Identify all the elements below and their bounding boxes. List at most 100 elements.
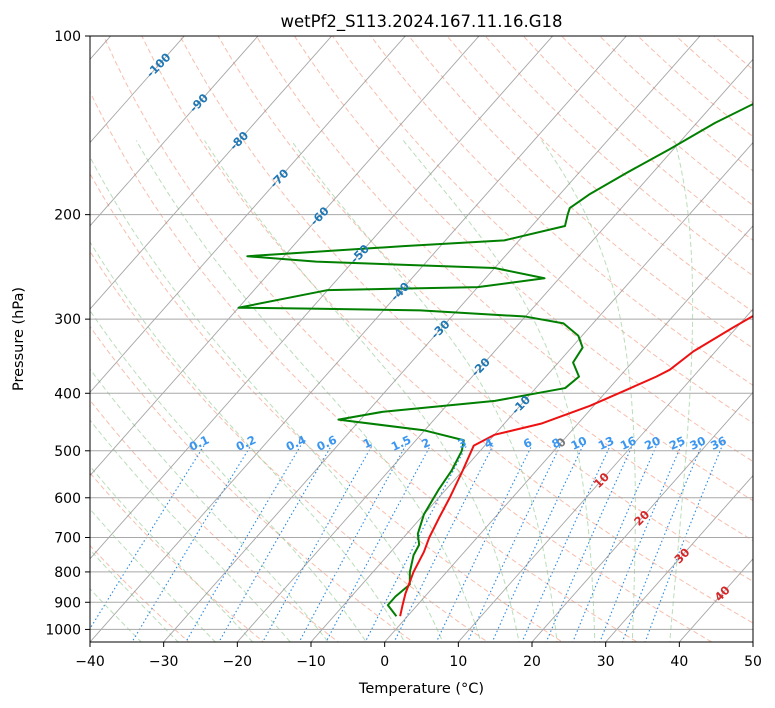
mixing-ratio-label: 20 — [642, 433, 662, 452]
mixing-ratio-label: 13 — [596, 433, 616, 452]
dewpoint-line — [237, 102, 753, 617]
dry-adiabat — [90, 172, 564, 642]
isotherm-label: 20 — [631, 507, 652, 528]
y-tick-label: 900 — [54, 595, 81, 611]
mixing-ratio-label: 4 — [482, 435, 495, 451]
x-tick-label: 50 — [744, 654, 762, 670]
isotherm-line — [236, 58, 753, 642]
y-tick-label: 100 — [54, 29, 81, 45]
isotherm-line — [90, 36, 406, 393]
dry-adiabat — [446, 36, 753, 313]
isotherm-label: -80 — [227, 128, 252, 153]
dry-adiabat — [408, 36, 753, 349]
isotherm-label: 10 — [591, 470, 612, 491]
y-axis-label: Pressure (hPa) — [11, 287, 27, 391]
mixing-ratio-line — [644, 445, 723, 642]
mixing-ratio-line — [599, 445, 682, 642]
moist-adiabat — [90, 508, 216, 642]
isotherm-label: -10 — [509, 393, 534, 418]
mixing-ratio-label: 10 — [569, 433, 589, 452]
plot-frame — [89, 35, 754, 643]
y-tick-label: 800 — [54, 565, 81, 581]
dry-adiabat — [90, 90, 638, 642]
mixing-ratio-label: 6 — [521, 435, 534, 451]
isotherm-line — [90, 36, 554, 560]
x-tick-label: −10 — [296, 654, 326, 670]
y-tick-label: 500 — [54, 444, 81, 460]
mixing-ratio-line — [435, 445, 533, 642]
mixing-ratio-line — [545, 445, 633, 642]
isotherm-line — [90, 36, 259, 227]
x-axis-label: Temperature (°C) — [358, 681, 484, 697]
temperature-series — [399, 314, 753, 617]
isotherm-line — [90, 36, 627, 642]
mixing-ratio-label: 25 — [667, 433, 687, 452]
mixing-ratio-line — [131, 445, 252, 642]
pressure-gridlines — [90, 36, 753, 630]
mixing-ratio-label: 2 — [419, 435, 432, 451]
isotherm-line — [384, 225, 753, 642]
moist-adiabat — [90, 368, 329, 642]
moist-adiabats — [90, 140, 694, 642]
mixing-ratio-line — [621, 445, 703, 642]
mixing-ratio-label: 16 — [618, 433, 638, 452]
isotherm-line — [90, 36, 185, 144]
mixing-ratio-line — [491, 445, 584, 642]
dry-adiabat — [90, 325, 414, 642]
x-axis: −40 −30 −20 −10 0 10 20 30 40 50 — [75, 642, 762, 670]
mixing-ratio-line — [572, 445, 657, 642]
x-tick-label: −40 — [75, 654, 105, 670]
dry-adiabat — [255, 36, 753, 502]
mixing-ratio-line — [393, 445, 494, 642]
isotherm-line — [90, 36, 480, 477]
isotherm-label: -70 — [267, 166, 292, 191]
x-tick-label: −20 — [223, 654, 253, 670]
moist-adiabat — [290, 140, 558, 642]
x-tick-label: 0 — [380, 654, 389, 670]
skewed-isotherms — [90, 36, 753, 642]
moist-adiabat — [669, 140, 694, 642]
dry-adiabat — [293, 36, 753, 463]
isotherm-line — [752, 641, 753, 642]
isotherm-line — [457, 308, 753, 642]
isotherm-label: -90 — [186, 91, 211, 116]
temperature-line — [399, 314, 753, 617]
isotherm-line — [163, 36, 701, 642]
isotherm-line — [531, 391, 753, 642]
y-tick-label: 400 — [54, 386, 81, 402]
dry-adiabat — [90, 250, 489, 642]
isotherm-line — [310, 141, 753, 642]
moist-adiabat — [541, 140, 636, 642]
dry-adiabat — [370, 36, 753, 386]
isotherm-label: -30 — [428, 317, 453, 342]
moist-adiabat — [90, 588, 142, 642]
mixing-ratio-label: 30 — [687, 433, 707, 452]
moist-adiabat — [90, 309, 367, 642]
mixing-ratio-line — [325, 445, 431, 642]
plot-area: -100-90-80-70-60-50-40-30-20-10010203040… — [90, 36, 753, 642]
moist-adiabat — [90, 241, 406, 642]
dry-adiabat — [675, 36, 753, 104]
dry-adiabat — [103, 36, 713, 642]
dry-adiabat — [90, 544, 190, 642]
dewpoint-series — [237, 102, 753, 617]
y-tick-label: 300 — [54, 312, 81, 328]
moist-adiabat — [90, 549, 179, 642]
x-tick-label: 30 — [597, 654, 615, 670]
dry-adiabat — [713, 36, 753, 71]
moist-adiabat — [135, 140, 482, 642]
dry-adiabats — [90, 36, 753, 642]
dry-adiabat — [90, 472, 265, 642]
isotherm-label: -20 — [468, 355, 493, 380]
y-tick-label: 700 — [54, 531, 81, 547]
dry-adiabat — [331, 36, 753, 424]
y-axis: 100 200 300 400 500 600 700 800 900 1000 — [45, 29, 90, 638]
mixing-ratio-label: 36 — [708, 433, 728, 452]
x-tick-label: 40 — [670, 654, 688, 670]
mixing-ratio-line — [185, 445, 302, 642]
chart-title: wetPf2_S113.2024.167.11.16.G18 — [280, 12, 562, 32]
x-tick-label: 10 — [449, 654, 467, 670]
moist-adiabat — [90, 156, 444, 642]
x-tick-label: 20 — [523, 654, 541, 670]
